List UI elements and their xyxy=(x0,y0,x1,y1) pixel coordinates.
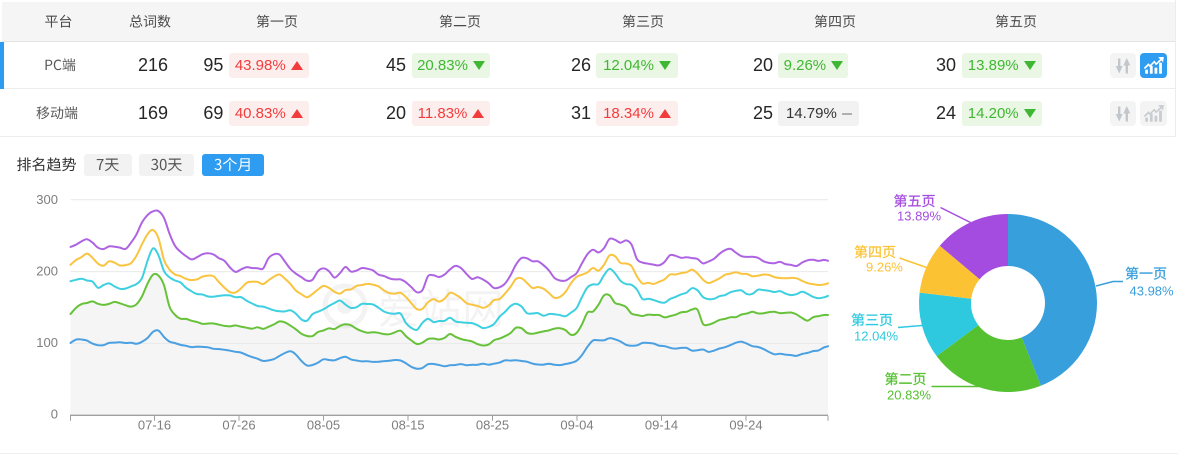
svg-text:300: 300 xyxy=(36,192,58,207)
svg-text:08-05: 08-05 xyxy=(307,418,340,433)
svg-text:100: 100 xyxy=(36,335,58,350)
svg-text:08-25: 08-25 xyxy=(476,418,509,433)
svg-text:07-16: 07-16 xyxy=(138,418,171,433)
svg-text:09-14: 09-14 xyxy=(645,418,678,433)
svg-text:09-24: 09-24 xyxy=(729,418,762,433)
svg-text:07-26: 07-26 xyxy=(222,418,255,433)
svg-text:9.26%: 9.26% xyxy=(866,260,903,275)
svg-text:200: 200 xyxy=(36,264,58,279)
svg-text:08-15: 08-15 xyxy=(391,418,424,433)
svg-text:12.04%: 12.04% xyxy=(854,329,899,344)
svg-text:09-04: 09-04 xyxy=(560,418,593,433)
svg-text:20.83%: 20.83% xyxy=(887,388,932,403)
svg-text:13.89%: 13.89% xyxy=(897,209,942,224)
svg-text:43.98%: 43.98% xyxy=(1130,284,1175,299)
svg-text:0: 0 xyxy=(51,407,58,422)
